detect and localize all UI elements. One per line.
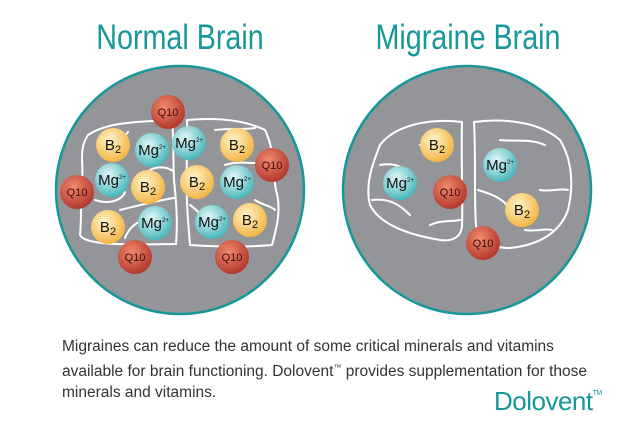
- logo-tm: TM: [592, 390, 603, 397]
- q10-label: Q10: [67, 187, 88, 199]
- q10-label: Q10: [158, 107, 179, 119]
- normal-b2-ball: B2: [233, 203, 267, 237]
- mg-label: Mg2+: [486, 157, 514, 174]
- b2-label: B2: [229, 137, 245, 156]
- normal-q10-ball: Q10: [60, 175, 94, 209]
- migraine-b2-ball: B2: [420, 128, 454, 162]
- b2-label: B2: [105, 137, 121, 156]
- b2-label: B2: [189, 174, 205, 193]
- migraine-mg-ball: Mg2+: [483, 148, 517, 182]
- nutrient-balls: Q10 B2 Mg2+ Mg2+ B2 Q10 Mg2+ B2 B2 Mg2+ Q10 B2 Mg2+ M…: [60, 95, 539, 274]
- brain-illustration: Q10 B2 Mg2+ Mg2+ B2 Q10 Mg2+ B2 B2 Mg2+ Q10 B2 Mg2+ M…: [54, 64, 593, 316]
- normal-brain-title: Normal Brain: [96, 18, 264, 57]
- mg-label: Mg2+: [98, 172, 126, 189]
- mg-label: Mg2+: [141, 215, 169, 232]
- q10-label: Q10: [262, 160, 283, 172]
- normal-b2-ball: B2: [220, 128, 254, 162]
- migraine-mg-ball: Mg2+: [383, 166, 417, 200]
- migraine-q10-ball: Q10: [466, 226, 500, 260]
- q10-label: Q10: [440, 187, 461, 199]
- b2-label: B2: [514, 202, 530, 221]
- caption-text-1: Migraines can reduce the amount of some …: [62, 338, 554, 381]
- mg-label: Mg2+: [175, 135, 203, 152]
- normal-b2-ball: B2: [96, 128, 130, 162]
- logo-text: Dolovent: [494, 386, 593, 416]
- normal-q10-ball: Q10: [255, 148, 289, 182]
- trademark: ™: [333, 363, 342, 372]
- normal-q10-ball: Q10: [118, 240, 152, 274]
- dolovent-logo: DoloventTM: [494, 386, 602, 417]
- migraine-q10-ball: Q10: [433, 175, 467, 209]
- b2-label: B2: [429, 137, 445, 156]
- normal-mg-ball: Mg2+: [95, 163, 129, 197]
- normal-mg-ball: Mg2+: [220, 165, 254, 199]
- caption: Migraines can reduce the amount of some …: [62, 336, 602, 403]
- normal-mg-ball: Mg2+: [172, 126, 206, 160]
- mg-label: Mg2+: [198, 214, 226, 231]
- migraine-b2-ball: B2: [505, 193, 539, 227]
- mg-label: Mg2+: [386, 175, 414, 192]
- normal-q10-ball: Q10: [151, 95, 185, 129]
- normal-b2-ball: B2: [180, 165, 214, 199]
- migraine-brain-title: Migraine Brain: [375, 18, 561, 57]
- normal-mg-ball: Mg2+: [138, 206, 172, 240]
- b2-label: B2: [140, 179, 156, 198]
- caption-text-2: provides supplementation for those miner…: [62, 363, 587, 402]
- normal-q10-ball: Q10: [215, 240, 249, 274]
- migraine-brain: [341, 64, 593, 316]
- b2-label: B2: [100, 219, 116, 238]
- mg-label: Mg2+: [138, 142, 166, 159]
- normal-mg-ball: Mg2+: [135, 133, 169, 167]
- q10-label: Q10: [125, 252, 146, 264]
- q10-label: Q10: [222, 252, 243, 264]
- b2-label: B2: [242, 212, 258, 231]
- normal-b2-ball: B2: [131, 170, 165, 204]
- mg-label: Mg2+: [223, 174, 251, 191]
- normal-mg-ball: Mg2+: [195, 205, 229, 239]
- normal-b2-ball: B2: [91, 210, 125, 244]
- q10-label: Q10: [473, 238, 494, 250]
